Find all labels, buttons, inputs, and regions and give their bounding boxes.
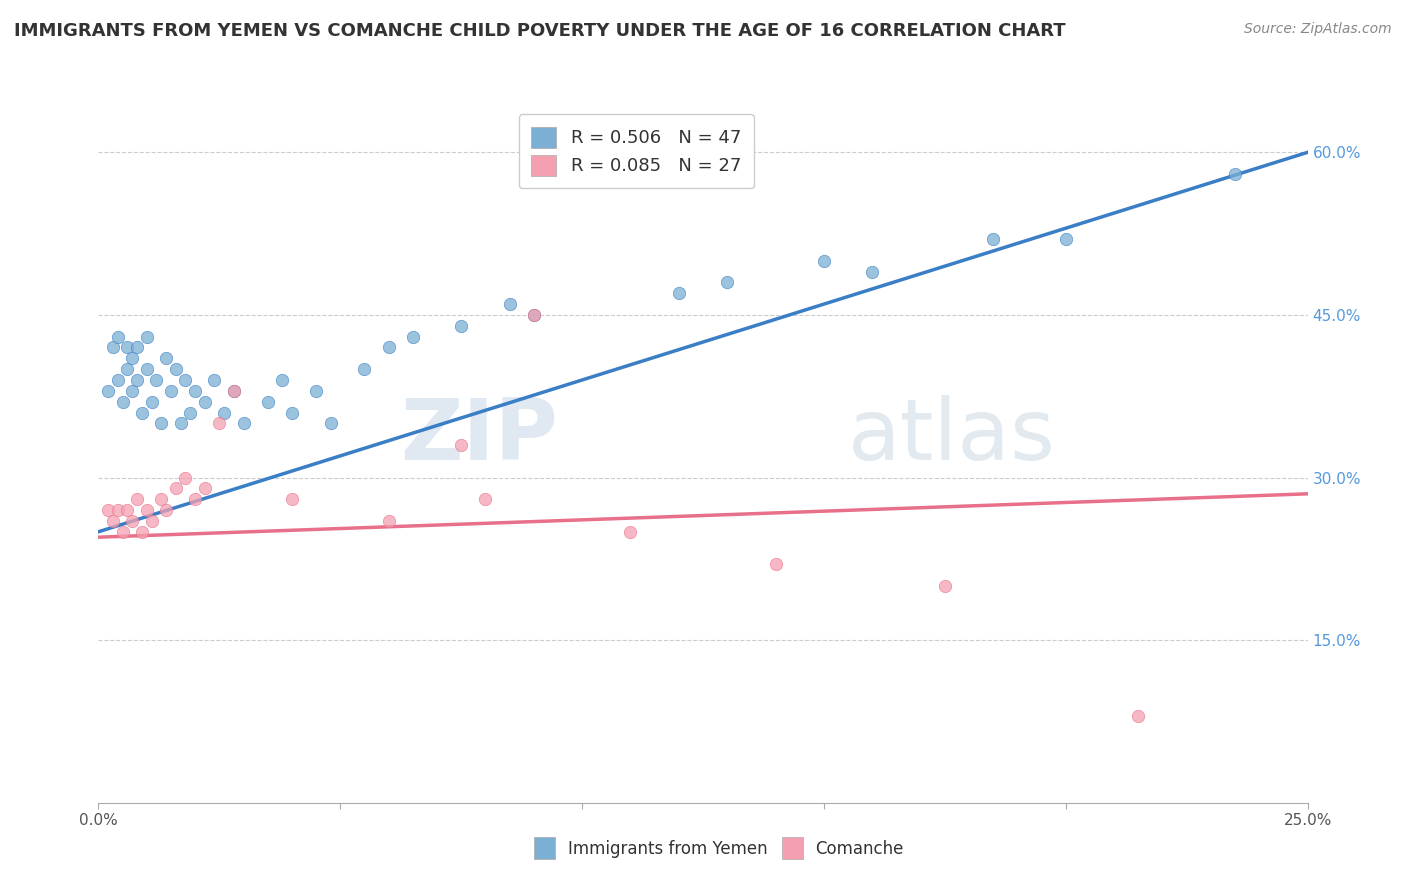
Point <box>141 394 163 409</box>
Point <box>523 308 546 322</box>
Point <box>127 373 149 387</box>
Point <box>101 341 124 355</box>
Point <box>256 394 278 409</box>
Point <box>523 308 546 322</box>
Point <box>165 482 187 496</box>
Point <box>860 264 883 278</box>
Point <box>155 503 177 517</box>
Point <box>184 492 207 507</box>
Point <box>174 373 197 387</box>
Text: Comanche: Comanche <box>815 839 904 857</box>
Point <box>107 329 129 343</box>
Point <box>222 384 245 398</box>
Point <box>150 417 173 431</box>
Point <box>169 417 191 431</box>
Point <box>450 438 472 452</box>
Point <box>121 514 143 528</box>
Point <box>765 558 787 572</box>
Point <box>135 503 157 517</box>
Text: atlas: atlas <box>848 395 1056 478</box>
Legend: R = 0.506   N = 47, R = 0.085   N = 27: R = 0.506 N = 47, R = 0.085 N = 27 <box>519 114 754 188</box>
Point <box>813 253 835 268</box>
Point <box>1223 167 1246 181</box>
Point <box>179 405 201 419</box>
Point <box>127 492 149 507</box>
Point <box>131 524 153 539</box>
Point <box>1128 709 1150 723</box>
Text: Immigrants from Yemen: Immigrants from Yemen <box>568 839 768 857</box>
Point <box>208 417 231 431</box>
Point <box>184 384 207 398</box>
Point <box>450 318 472 333</box>
Point <box>121 384 143 398</box>
Text: ZIP: ZIP <box>401 395 558 478</box>
Point <box>377 341 399 355</box>
Point <box>107 373 129 387</box>
Point <box>212 405 235 419</box>
Text: IMMIGRANTS FROM YEMEN VS COMANCHE CHILD POVERTY UNDER THE AGE OF 16 CORRELATION : IMMIGRANTS FROM YEMEN VS COMANCHE CHILD … <box>14 22 1066 40</box>
FancyBboxPatch shape <box>782 837 803 859</box>
Point <box>145 373 167 387</box>
Point <box>165 362 187 376</box>
Point <box>117 503 139 517</box>
Point <box>97 384 120 398</box>
Point <box>117 362 139 376</box>
Point <box>281 405 304 419</box>
Point <box>402 329 425 343</box>
Point <box>111 394 134 409</box>
Point <box>668 286 690 301</box>
Point <box>160 384 183 398</box>
Point <box>150 492 173 507</box>
Point <box>107 503 129 517</box>
Point <box>1054 232 1077 246</box>
Point <box>716 276 738 290</box>
Point <box>194 394 217 409</box>
Point <box>271 373 294 387</box>
Point <box>121 351 143 366</box>
Point <box>111 524 134 539</box>
Point <box>232 417 254 431</box>
Point <box>377 514 399 528</box>
Point <box>934 579 956 593</box>
Point <box>194 482 217 496</box>
Point <box>135 329 157 343</box>
Point <box>174 470 197 484</box>
Point <box>222 384 245 398</box>
Point <box>155 351 177 366</box>
FancyBboxPatch shape <box>534 837 555 859</box>
Point <box>353 362 375 376</box>
Point <box>981 232 1004 246</box>
Point <box>305 384 328 398</box>
Point <box>498 297 520 311</box>
Point <box>319 417 342 431</box>
Point <box>131 405 153 419</box>
Point <box>127 341 149 355</box>
Point <box>474 492 496 507</box>
Point <box>101 514 124 528</box>
Point <box>135 362 157 376</box>
Point <box>117 341 139 355</box>
Point <box>97 503 120 517</box>
Point <box>281 492 304 507</box>
Point <box>619 524 641 539</box>
Text: Source: ZipAtlas.com: Source: ZipAtlas.com <box>1244 22 1392 37</box>
Point <box>141 514 163 528</box>
Point <box>204 373 226 387</box>
